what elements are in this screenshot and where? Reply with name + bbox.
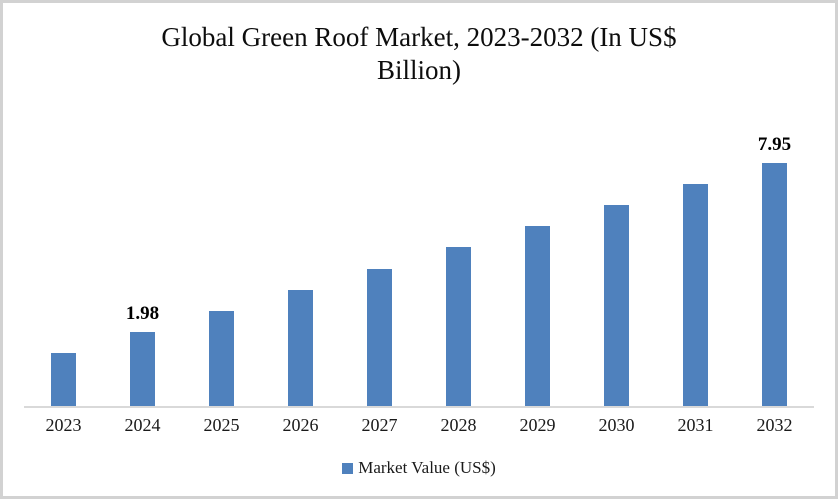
bar-column-2025	[182, 3, 261, 406]
legend: Market Value (US$)	[3, 458, 835, 478]
data-label-2024: 1.98	[125, 303, 160, 324]
bar-2027	[367, 269, 392, 406]
bar-2023	[51, 353, 76, 406]
bar-column-2029	[498, 3, 577, 406]
bar-column-2026	[261, 3, 340, 406]
x-axis-label-2032: 2032	[756, 415, 793, 435]
bar-column-2031	[656, 3, 735, 406]
x-axis-label-2023: 2023	[45, 415, 82, 435]
chart-title-line-2: Billion)	[376, 55, 461, 85]
chart-title-line-1: Global Green Roof Market, 2023-2032 (In …	[161, 22, 677, 52]
bar-2028	[446, 247, 471, 406]
x-axis-label-2030: 2030	[598, 415, 635, 435]
data-label-2032: 7.95	[757, 134, 792, 155]
bar-column-2024: 1.98	[103, 3, 182, 406]
bar-2026	[288, 290, 313, 406]
x-axis-label-2029: 2029	[519, 415, 556, 435]
x-axis-label-2025: 2025	[203, 415, 240, 435]
bar-column-2023	[24, 3, 103, 406]
bar-2025	[209, 311, 234, 406]
x-axis-label-2026: 2026	[282, 415, 319, 435]
bar-column-2028	[419, 3, 498, 406]
bar-2024	[130, 332, 155, 406]
bar-2031	[683, 184, 708, 406]
chart-title: Global Green Roof Market, 2023-2032 (In …	[3, 21, 835, 87]
x-axis-label-2031: 2031	[677, 415, 714, 435]
x-axis-line	[24, 406, 814, 408]
bar-2030	[604, 205, 629, 406]
bar-column-2027	[340, 3, 419, 406]
x-axis-label-2024: 2024	[124, 415, 161, 435]
bar-column-2030	[577, 3, 656, 406]
x-axis-label-2028: 2028	[440, 415, 477, 435]
bar-column-2032: 7.95	[735, 3, 814, 406]
x-axis-labels: 2023 2024 2025 2026 2027 2028 2029 2030 2031 2032	[24, 415, 814, 441]
x-axis-label-2027: 2027	[361, 415, 398, 435]
legend-label: Market Value (US$)	[358, 458, 496, 477]
plot-area: 1.98 7.95	[24, 3, 814, 406]
bar-2032	[762, 163, 787, 406]
legend-marker-icon	[342, 462, 354, 474]
bar-2029	[525, 226, 550, 406]
